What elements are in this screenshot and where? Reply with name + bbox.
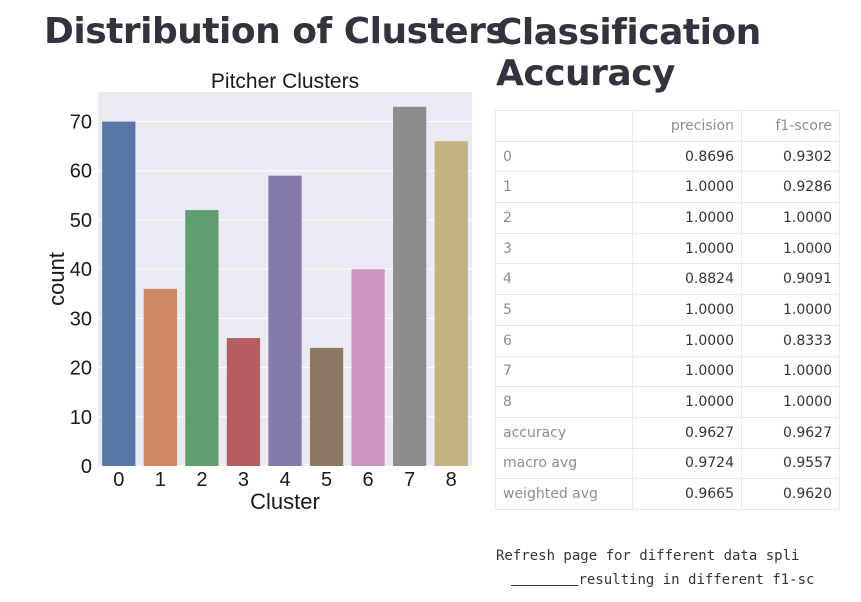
row-label: 3 <box>495 232 633 265</box>
y-tick-labels: 0 10 20 30 40 50 60 70 <box>70 112 92 478</box>
chart-svg: 0 10 20 30 40 50 60 70 0 1 2 3 4 5 6 7 8 Pitcher Cluste… <box>44 70 472 514</box>
distribution-heading: Distribution of Clusters <box>44 11 507 52</box>
x-tick-label: 0 <box>113 469 124 491</box>
f1-score-cell: 0.9627 <box>741 416 840 449</box>
y-axis-label: count <box>44 252 69 306</box>
precision-cell: 1.0000 <box>632 232 742 265</box>
column-header-precision: precision <box>632 110 742 142</box>
refresh-note-line1: Refresh page for different data spli <box>496 548 800 564</box>
y-tick-label: 30 <box>70 308 92 330</box>
table-row: 5 1.0000 1.0000 <box>495 294 840 326</box>
f1-score-cell: 0.9091 <box>741 263 840 296</box>
x-tick-label: 1 <box>155 469 166 491</box>
x-tick-label: 3 <box>238 469 249 491</box>
f1-score-cell: 1.0000 <box>741 386 840 418</box>
table-row: 1 1.0000 0.9286 <box>495 171 840 204</box>
bar-cluster-4 <box>268 175 302 466</box>
row-label: weighted avg <box>495 478 633 510</box>
bar-cluster-1 <box>143 288 177 466</box>
table-row: weighted avg 0.9665 0.9620 <box>495 478 840 510</box>
f1-score-cell: 0.9557 <box>741 447 840 480</box>
x-tick-label: 6 <box>363 469 374 491</box>
precision-cell: 0.9665 <box>632 478 742 510</box>
cluster-bar-chart: 0 10 20 30 40 50 60 70 0 1 2 3 4 5 6 7 8 Pitcher Cluste… <box>40 64 480 524</box>
x-tick-label: 8 <box>446 469 457 491</box>
column-header-f1: f1-score <box>741 110 840 142</box>
refresh-note: Refresh page for different data spli res… <box>496 544 838 592</box>
precision-cell: 1.0000 <box>632 324 742 357</box>
precision-cell: 1.0000 <box>632 355 742 388</box>
x-axis-label: Cluster <box>250 489 320 514</box>
row-label: macro avg <box>495 447 633 480</box>
x-tick-label: 2 <box>196 469 207 491</box>
bar-cluster-2 <box>185 210 219 466</box>
bar-cluster-6 <box>351 269 385 466</box>
table-row: macro avg 0.9724 0.9557 <box>495 447 840 480</box>
table-row: accuracy 0.9627 0.9627 <box>495 416 840 449</box>
precision-cell: 0.8824 <box>632 263 742 296</box>
row-label: 4 <box>495 263 633 296</box>
bar-cluster-8 <box>434 141 468 467</box>
f1-score-cell: 0.9286 <box>741 171 840 204</box>
x-tick-label: 4 <box>279 469 290 491</box>
y-tick-label: 50 <box>70 210 92 232</box>
table-row: 2 1.0000 1.0000 <box>495 202 840 234</box>
table-row: 0 0.8696 0.9302 <box>495 140 840 173</box>
refresh-note-line2-wrap: resulting in different f1-sc <box>496 568 838 592</box>
chart-title: Pitcher Clusters <box>211 70 359 93</box>
bar-cluster-7 <box>393 106 427 466</box>
bar-cluster-5 <box>309 347 344 466</box>
classification-report: precision f1-score 0 0.8696 0.9302 1 1.0000 0… <box>495 110 840 510</box>
row-label: 6 <box>495 324 633 357</box>
f1-score-cell: 1.0000 <box>741 232 840 265</box>
y-tick-label: 10 <box>70 407 92 429</box>
row-label: 5 <box>495 294 633 326</box>
column-header-index <box>495 110 633 142</box>
precision-cell: 1.0000 <box>632 386 742 418</box>
row-label: 8 <box>495 386 633 418</box>
x-tick-label: 5 <box>321 469 332 491</box>
classification-heading: Classification Accuracy <box>496 12 761 94</box>
refresh-note-line2: resulting in different f1-sc <box>578 572 815 588</box>
row-label: 0 <box>495 140 633 173</box>
f1-score-cell: 1.0000 <box>741 294 840 326</box>
classification-table: precision f1-score 0 0.8696 0.9302 1 1.0000 0… <box>495 110 840 510</box>
x-tick-labels: 0 1 2 3 4 5 6 7 8 <box>113 469 457 491</box>
row-label: accuracy <box>495 416 633 449</box>
row-label: 2 <box>495 202 633 234</box>
precision-cell: 1.0000 <box>632 171 742 204</box>
bar-cluster-0 <box>102 121 136 467</box>
f1-score-cell: 1.0000 <box>741 202 840 234</box>
bar-cluster-3 <box>226 338 261 466</box>
precision-cell: 1.0000 <box>632 202 742 234</box>
y-tick-label: 60 <box>70 161 92 183</box>
table-body: 0 0.8696 0.9302 1 1.0000 0.9286 2 1.0000 1.0000 3… <box>495 140 840 510</box>
f1-score-cell: 0.9302 <box>741 140 840 173</box>
precision-cell: 0.8696 <box>632 140 742 173</box>
bars <box>102 106 468 467</box>
precision-cell: 1.0000 <box>632 294 742 326</box>
table-row: 7 1.0000 1.0000 <box>495 355 840 388</box>
f1-score-cell: 1.0000 <box>741 355 840 388</box>
precision-cell: 0.9627 <box>632 416 742 449</box>
y-tick-label: 40 <box>70 259 92 281</box>
table-row: 3 1.0000 1.0000 <box>495 232 840 265</box>
y-tick-label: 20 <box>70 358 92 380</box>
f1-score-cell: 0.8333 <box>741 324 840 357</box>
precision-cell: 0.9724 <box>632 447 742 480</box>
y-tick-label: 70 <box>70 112 92 134</box>
row-label: 1 <box>495 171 633 204</box>
table-header-row: precision f1-score <box>495 110 840 142</box>
table-row: 8 1.0000 1.0000 <box>495 386 840 418</box>
x-tick-label: 7 <box>404 469 415 491</box>
table-row: 6 1.0000 0.8333 <box>495 324 840 357</box>
y-tick-label: 0 <box>81 456 92 478</box>
f1-score-cell: 0.9620 <box>741 478 840 510</box>
row-label: 7 <box>495 355 633 388</box>
table-row: 4 0.8824 0.9091 <box>495 263 840 296</box>
